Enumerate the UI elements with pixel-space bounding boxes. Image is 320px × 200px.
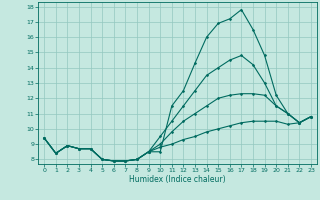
X-axis label: Humidex (Indice chaleur): Humidex (Indice chaleur) (129, 175, 226, 184)
